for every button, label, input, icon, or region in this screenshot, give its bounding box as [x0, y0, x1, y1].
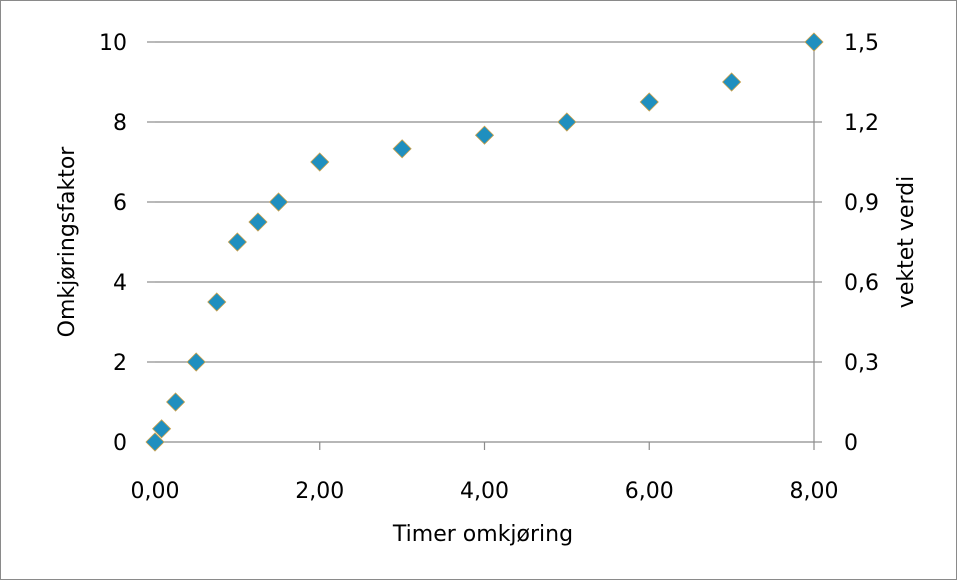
y-tick-label: 6 — [113, 191, 127, 216]
data-point — [145, 432, 165, 452]
x-tick-label: 2,00 — [295, 479, 344, 504]
y2-tick-label: 1,5 — [844, 31, 879, 56]
data-point — [557, 112, 577, 132]
y2-tick-label: 0 — [844, 431, 858, 456]
y2-axis-title: vektet verdi — [894, 176, 919, 308]
y2-tick-label: 0,9 — [844, 191, 879, 216]
data-point — [310, 152, 330, 172]
x-tick-label: 8,00 — [790, 479, 839, 504]
y2-tick-label: 0,6 — [844, 271, 879, 296]
y-tick-label: 4 — [113, 271, 127, 296]
x-axis-title: Timer omkjøring — [392, 522, 573, 547]
y-tick-label: 8 — [113, 111, 127, 136]
data-point — [474, 125, 495, 145]
data-point — [152, 419, 172, 439]
y-tick-label: 10 — [99, 31, 127, 56]
data-point — [186, 352, 206, 372]
data-point — [804, 32, 824, 52]
y-tick-label: 2 — [113, 351, 127, 376]
x-tick-label: 4,00 — [460, 479, 509, 504]
data-point — [639, 92, 659, 112]
data-point — [166, 392, 186, 412]
y-axis-title: Omkjøringsfaktor — [55, 146, 80, 338]
data-point — [227, 232, 247, 252]
data-point — [722, 72, 742, 92]
y2-tick-label: 1,2 — [844, 111, 879, 136]
data-point — [268, 192, 289, 212]
x-tick-label: 0,00 — [131, 479, 180, 504]
data-point — [392, 139, 412, 159]
data-point — [248, 212, 268, 232]
y-tick-label: 0 — [113, 431, 127, 456]
data-point — [207, 292, 227, 312]
y2-tick-label: 0,3 — [844, 351, 879, 376]
x-tick-label: 6,00 — [625, 479, 674, 504]
